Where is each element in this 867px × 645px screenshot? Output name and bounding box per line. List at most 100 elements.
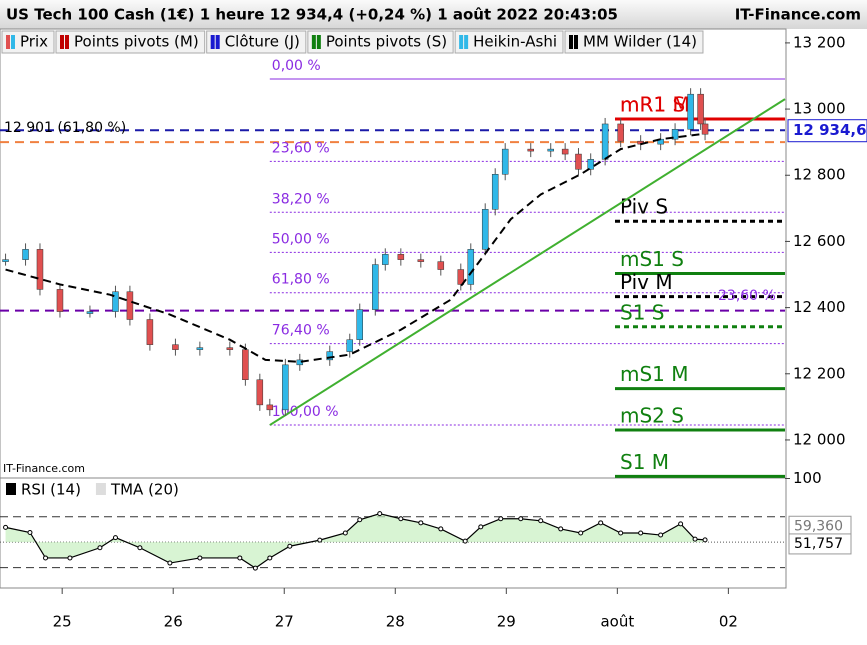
rsi-point — [67, 555, 73, 561]
rsi-point — [398, 516, 404, 522]
legend-swatch — [6, 35, 10, 49]
candle — [397, 254, 405, 260]
candle — [36, 249, 44, 290]
candle — [697, 93, 704, 125]
legend-swatch — [6, 483, 16, 495]
legend-swatch — [11, 35, 15, 49]
legend-label: Clôture (J) — [225, 33, 300, 51]
rsi-point — [638, 530, 644, 536]
legend-item-bg — [564, 30, 704, 54]
rsi-point — [252, 565, 258, 571]
candle — [172, 344, 179, 350]
rsi-point — [418, 520, 424, 526]
candle — [242, 349, 249, 380]
candle — [617, 123, 624, 142]
rsi-point — [377, 511, 383, 517]
x-tick-label: 26 — [164, 613, 183, 631]
legend-swatch — [60, 35, 64, 49]
y-tick-label: 12 000 — [793, 430, 846, 448]
rsi-point — [267, 555, 273, 561]
trendline — [269, 98, 786, 426]
fib-label: 61,80 % — [272, 272, 330, 288]
pivot-label: mS1 S — [620, 247, 684, 271]
rsi-point — [357, 517, 363, 523]
candle — [22, 249, 29, 260]
rsi-point — [618, 530, 624, 536]
rsi-point — [287, 543, 293, 549]
candle — [326, 351, 334, 361]
candle — [146, 319, 154, 345]
y-tick-label: 13 200 — [793, 33, 846, 51]
rsi-point — [598, 520, 604, 526]
legend-swatch — [574, 35, 578, 49]
rsi-point — [692, 536, 698, 542]
rsi-point — [237, 555, 243, 561]
candle — [501, 148, 509, 175]
annotation: 12 901 (61,80 %) — [4, 120, 126, 136]
value-label: 59,360 — [794, 518, 843, 534]
value-label: 51,757 — [794, 536, 843, 552]
title: US Tech 100 Cash (1€) 1 heure 12 934,4 (… — [6, 6, 618, 24]
candle — [372, 264, 379, 310]
rsi-point — [438, 526, 444, 532]
rsi-line — [5, 513, 706, 569]
x-tick-label: 02 — [719, 613, 738, 631]
fib-label: 50,00 % — [272, 231, 330, 247]
pivot-label: S1 S — [620, 300, 664, 324]
rsi-point — [27, 529, 33, 535]
candle — [266, 404, 274, 411]
brand: IT-Finance.com — [735, 6, 861, 24]
rsi-frame — [0, 477, 787, 589]
rsi-point — [538, 518, 544, 524]
legend-label: Prix — [20, 33, 48, 51]
annotation: 23,60 % — [718, 288, 776, 304]
rsi-point — [167, 560, 173, 566]
pivot-label: mR1 S — [620, 92, 685, 116]
price-box — [787, 119, 867, 143]
rsi-point — [578, 530, 584, 536]
candle — [601, 123, 609, 160]
y-tick-label: 100 — [793, 469, 822, 487]
rsi-point — [678, 521, 684, 527]
legend-label: Heikin-Ashi — [473, 33, 557, 51]
rsi-point — [97, 545, 103, 551]
candle — [687, 93, 694, 130]
y-tick-label: 12 800 — [793, 166, 846, 184]
legend-swatch — [95, 483, 106, 495]
x-tick-label: 25 — [53, 613, 72, 631]
candle — [126, 291, 134, 320]
pivot-label: S1 M — [620, 450, 669, 474]
fib-label: 76,40 % — [272, 323, 330, 339]
candle — [575, 153, 582, 170]
candle — [701, 123, 709, 135]
rsi-area — [5, 513, 706, 569]
rsi-point — [498, 516, 504, 522]
legend-swatch — [569, 35, 573, 49]
rsi-point — [658, 532, 664, 538]
candle — [256, 379, 264, 406]
legend-swatch — [210, 35, 215, 49]
candle — [356, 309, 363, 340]
rsi-point — [112, 535, 118, 541]
candle — [547, 148, 554, 152]
legend-swatch — [316, 35, 321, 49]
x-tick-label: 29 — [497, 613, 516, 631]
candle — [491, 174, 499, 210]
pivot-label: Piv M — [620, 270, 673, 294]
rsi-point — [317, 537, 323, 543]
pivot-label: mR1 M — [620, 92, 690, 116]
candle — [86, 311, 94, 314]
moving-average — [5, 133, 701, 363]
rsi-point — [3, 524, 9, 530]
legend-item-bg — [55, 30, 206, 54]
candle — [346, 339, 354, 352]
value-box — [788, 533, 852, 555]
candle — [382, 254, 389, 265]
rsi-point — [43, 555, 49, 561]
legend-item-bg — [206, 30, 307, 54]
legend-swatch — [459, 35, 464, 49]
candle — [467, 249, 475, 285]
legend-label: MM Wilder (14) — [583, 33, 697, 51]
candle — [561, 148, 569, 155]
